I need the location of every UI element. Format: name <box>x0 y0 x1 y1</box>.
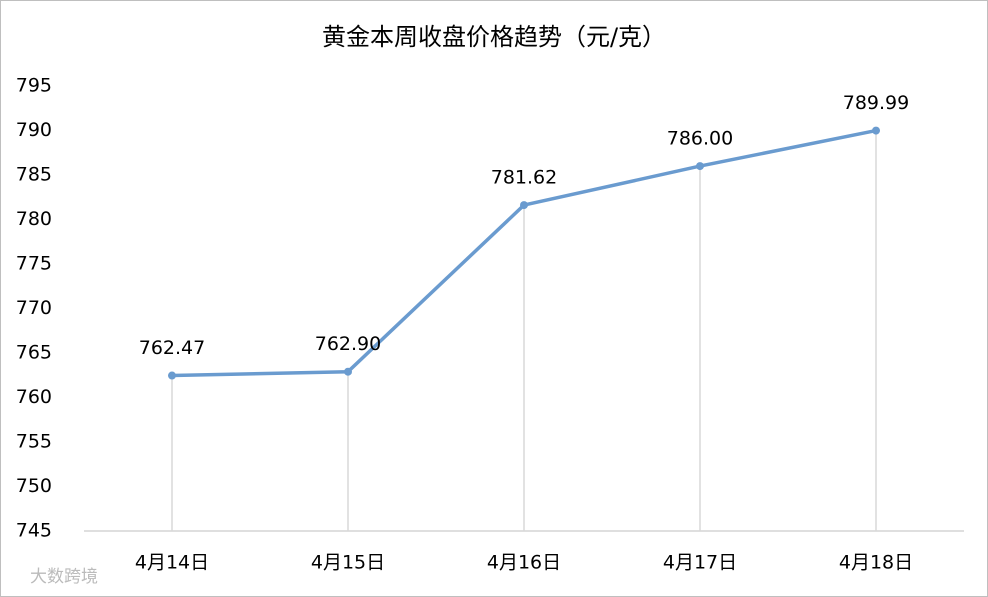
chart-title: 黄金本周收盘价格趋势（元/克） <box>322 23 666 51</box>
y-tick-label: 780 <box>16 208 52 230</box>
watermark: 大数跨境 <box>30 567 98 587</box>
data-label: 762.47 <box>139 337 205 359</box>
y-tick-label: 790 <box>16 119 52 141</box>
y-tick-label: 765 <box>16 342 52 364</box>
point <box>520 201 528 210</box>
y-tick-label: 775 <box>16 253 52 275</box>
y-tick-label: 770 <box>16 297 52 319</box>
y-tick-label: 795 <box>16 75 52 97</box>
point <box>872 126 880 135</box>
x-tick-label: 4月16日 <box>487 552 561 574</box>
point <box>344 367 352 376</box>
y-tick-label: 755 <box>16 431 52 453</box>
y-tick-label: 785 <box>16 164 52 186</box>
data-label: 781.62 <box>491 167 557 189</box>
point <box>696 162 704 171</box>
x-tick-label: 4月14日 <box>135 552 209 574</box>
y-tick-label: 750 <box>16 475 52 497</box>
data-label: 789.99 <box>843 92 909 114</box>
y-tick-label: 760 <box>16 386 52 408</box>
data-label: 762.90 <box>315 333 381 355</box>
y-tick-label: 745 <box>16 520 52 542</box>
x-tick-label: 4月17日 <box>663 552 737 574</box>
x-tick-label: 4月18日 <box>839 552 913 574</box>
x-tick-label: 4月15日 <box>311 552 385 574</box>
data-label: 786.00 <box>667 128 733 150</box>
point <box>168 371 176 380</box>
